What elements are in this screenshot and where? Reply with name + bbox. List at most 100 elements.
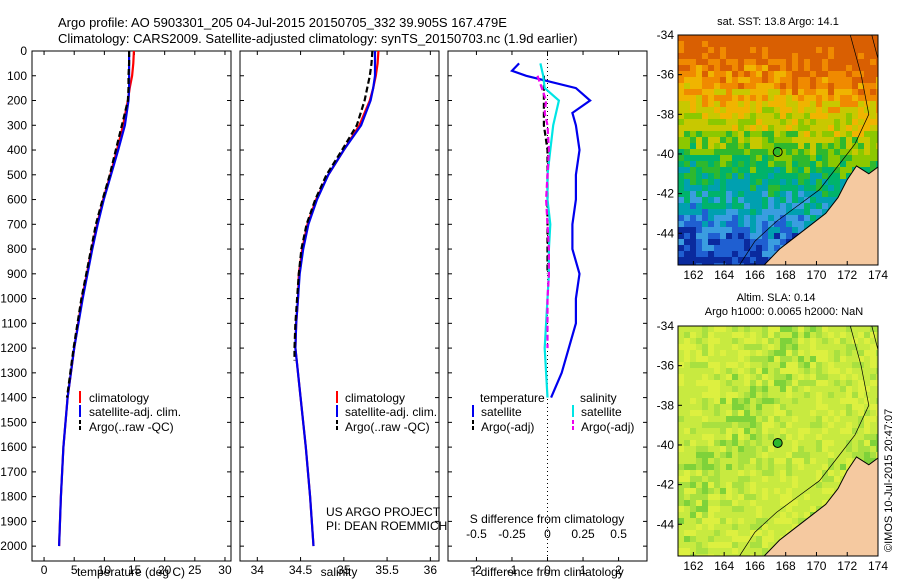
map-cell (816, 35, 823, 42)
map-cell (726, 95, 733, 102)
depth-tick-label: 1100 (1, 316, 27, 330)
map-cell (786, 191, 793, 198)
map-cell (726, 125, 733, 132)
map-cell (744, 488, 751, 495)
map-cell (750, 554, 757, 556)
map-cell (816, 107, 823, 114)
map-cell (822, 416, 829, 423)
map-cell (756, 197, 763, 204)
map-cell (822, 77, 829, 84)
map-cell (762, 203, 769, 210)
map-cell (852, 356, 859, 363)
map-cell (678, 233, 685, 240)
map-cell (708, 251, 715, 258)
map-cell (876, 125, 878, 132)
map-cell (750, 95, 757, 102)
map-cell (816, 494, 823, 501)
map-cell (840, 428, 847, 435)
map-cell (780, 95, 787, 102)
map-cell (870, 326, 877, 333)
map-cell (744, 221, 751, 228)
map-cell (816, 77, 823, 84)
map-cell (684, 512, 691, 519)
map-cell (780, 119, 787, 126)
map-cell (726, 482, 733, 489)
map-cell (708, 338, 715, 345)
lon-tick-label: 170 (806, 559, 826, 573)
lon-tick-label: 166 (745, 268, 765, 282)
map-cell (828, 41, 835, 48)
map-cell (702, 452, 709, 459)
land-mass (763, 456, 878, 556)
map-cell (684, 398, 691, 405)
map-cell (690, 245, 697, 252)
map-cell (678, 113, 685, 120)
map-cell (858, 65, 865, 72)
map-cell (708, 203, 715, 210)
map-cell (846, 428, 853, 435)
map-cell (726, 35, 733, 42)
sst-map: 162 164 166 168 170 172 174-34-36-38-40-42-44 (657, 28, 889, 282)
map-cell (732, 440, 739, 447)
map-cell (732, 392, 739, 399)
map-cell (720, 542, 727, 549)
map-cell (702, 209, 709, 216)
map-cell (720, 440, 727, 447)
map-cell (852, 398, 859, 405)
map-cell (756, 107, 763, 114)
map-cell (696, 470, 703, 477)
map-cell (726, 245, 733, 252)
map-cell (798, 440, 805, 447)
map-cell (798, 350, 805, 357)
map-cell (804, 392, 811, 399)
map-cell (702, 47, 709, 54)
map-cell (810, 71, 817, 78)
map-cell (696, 380, 703, 387)
map-cell (804, 326, 811, 333)
map-cell (714, 338, 721, 345)
map-cell (792, 77, 799, 84)
map-cell (702, 71, 709, 78)
map-cell (780, 89, 787, 96)
map-cell (708, 113, 715, 120)
map-cell (792, 428, 799, 435)
map-cell (798, 119, 805, 126)
map-cell (780, 197, 787, 204)
map-cell (852, 434, 859, 441)
sla-map: 162 164 166 168 170 172 174-34-36-38-40-42-44 (657, 319, 889, 573)
map-cell (678, 410, 685, 417)
map-cell (822, 500, 829, 507)
map-cell (792, 410, 799, 417)
map-cell (720, 476, 727, 483)
map-cell (852, 410, 859, 417)
map-cell (792, 326, 799, 333)
map-cell (768, 500, 775, 507)
map-cell (714, 500, 721, 507)
map-cell (696, 446, 703, 453)
map-cell (738, 554, 745, 556)
map-cell (756, 542, 763, 549)
map-cell (870, 143, 877, 150)
map-cell (768, 524, 775, 531)
map-cell (786, 113, 793, 120)
map-cell (756, 203, 763, 210)
imos-credit: ©IMOS 10-Jul-2015 20:47:07 (883, 409, 895, 552)
map-cell (852, 446, 859, 453)
map-cell (780, 398, 787, 405)
map-cell (822, 404, 829, 411)
map-cell (828, 464, 835, 471)
map-cell (744, 161, 751, 168)
map-cell (756, 446, 763, 453)
map-cell (762, 398, 769, 405)
map-cell (792, 386, 799, 393)
map-cell (702, 263, 709, 265)
map-cell (804, 440, 811, 447)
map-cell (804, 125, 811, 132)
map-cell (702, 65, 709, 72)
map-cell (816, 434, 823, 441)
map-cell (738, 332, 745, 339)
map-cell (828, 179, 835, 186)
depth-tick-label: 1800 (0, 490, 27, 504)
map-cell (738, 41, 745, 48)
map-cell (684, 191, 691, 198)
